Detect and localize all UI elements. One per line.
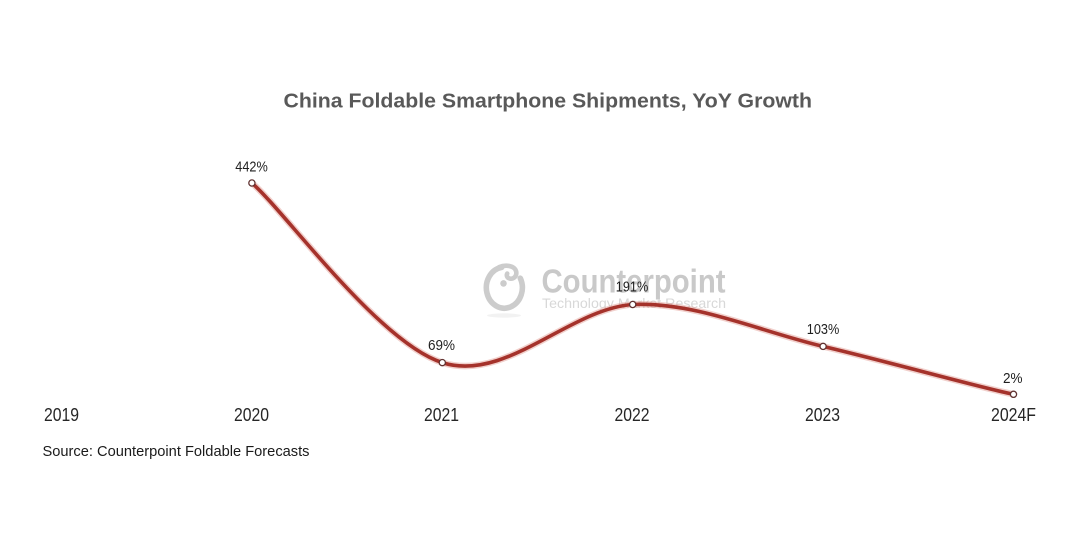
svg-text:103%: 103% <box>807 322 840 338</box>
svg-text:442%: 442% <box>235 160 268 176</box>
svg-text:2023: 2023 <box>805 405 840 425</box>
svg-text:191%: 191% <box>616 280 649 296</box>
svg-text:69%: 69% <box>428 338 455 354</box>
svg-text:2%: 2% <box>1003 371 1023 387</box>
svg-text:2024F: 2024F <box>991 405 1036 425</box>
svg-text:Source: Counterpoint Foldable: Source: Counterpoint Foldable Forecasts <box>43 443 310 460</box>
svg-text:China Foldable Smartphone Ship: China Foldable Smartphone Shipments, YoY… <box>284 90 813 112</box>
svg-text:2020: 2020 <box>234 405 269 425</box>
svg-text:2022: 2022 <box>615 405 650 425</box>
svg-text:Counterpoint: Counterpoint <box>542 262 726 299</box>
svg-text:2019: 2019 <box>44 405 79 425</box>
svg-text:2021: 2021 <box>424 405 459 425</box>
